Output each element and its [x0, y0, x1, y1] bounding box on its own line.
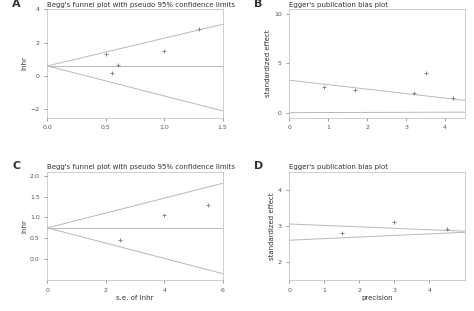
Text: C: C — [12, 161, 20, 171]
Y-axis label: standardized effect: standardized effect — [269, 192, 275, 260]
Text: A: A — [12, 0, 21, 8]
Text: Begg's funnel plot with pseudo 95% confidence limits: Begg's funnel plot with pseudo 95% confi… — [47, 2, 236, 7]
Text: Egger's publication bias plot: Egger's publication bias plot — [289, 2, 388, 7]
Y-axis label: lnhr: lnhr — [21, 219, 27, 233]
Text: Egger's publication bias plot: Egger's publication bias plot — [289, 164, 388, 170]
Text: B: B — [254, 0, 263, 8]
Y-axis label: lnhr: lnhr — [22, 57, 28, 70]
Text: D: D — [254, 161, 264, 171]
X-axis label: s.e. of lnhr: s.e. of lnhr — [116, 295, 154, 301]
Y-axis label: standardized effect: standardized effect — [265, 30, 271, 97]
X-axis label: precision: precision — [361, 295, 392, 301]
Text: Begg's funnel plot with pseudo 95% confidence limits: Begg's funnel plot with pseudo 95% confi… — [47, 164, 236, 170]
